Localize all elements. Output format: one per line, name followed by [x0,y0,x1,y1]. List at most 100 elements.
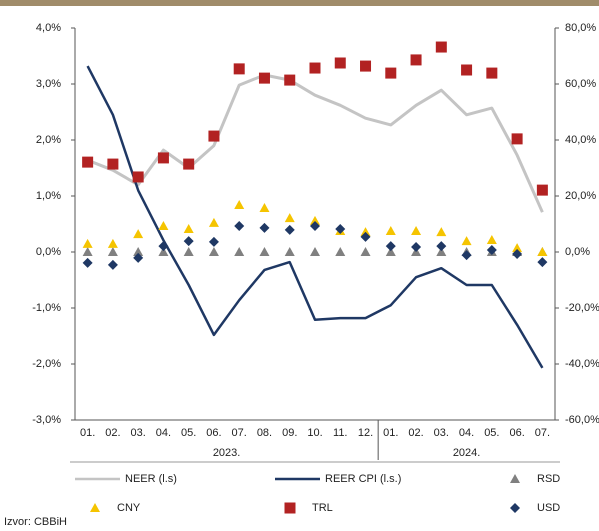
marker-triangle [208,217,219,227]
y2-tick-label: 80,0% [565,22,596,34]
legend-label: CNY [117,502,141,514]
marker-square [132,171,144,183]
marker-square [435,41,447,53]
x-tick-label: 02. [105,427,120,439]
x-tick-label: 10. [307,427,322,439]
marker-triangle [107,247,118,256]
marker-triangle [183,247,194,256]
marker-square [385,67,397,79]
legend-label: REER CPI (l.s.) [325,473,401,485]
marker-diamond [537,257,548,268]
marker-square [107,158,119,170]
marker-diamond [82,257,93,268]
marker-triangle [234,199,245,209]
marker-square [536,184,548,196]
x-tick-label: 06. [206,427,221,439]
marker-diamond [310,220,320,231]
y-tick-label: -1,0% [32,302,61,314]
y2-tick-label: 60,0% [565,78,596,90]
x-group-label: 2024. [453,447,481,459]
line-series [87,73,544,213]
marker-square [157,152,169,164]
x-tick-label: 05. [181,427,196,439]
marker-triangle [436,227,447,237]
y2-tick-label: -60,0% [565,414,599,426]
legend-label: TRL [312,502,333,514]
marker-diamond [183,236,194,247]
y-tick-label: 2,0% [36,134,61,146]
marker-diamond [234,220,245,231]
plot-frame [74,28,556,421]
marker-square [410,54,422,66]
marker-triangle [284,213,295,223]
marker-triangle [158,247,169,256]
legend-label: NEER (l.s) [125,473,177,485]
marker-diamond [486,245,497,256]
y-tick-label: 1,0% [36,190,61,202]
marker-triangle [133,229,144,239]
marker-square [334,57,346,69]
marker-triangle [537,247,548,256]
x-tick-label: 04. [156,427,171,439]
marker-square [461,64,473,76]
marker-diamond [436,241,447,252]
marker-diamond [461,250,472,261]
top-bar [0,0,599,6]
y-tick-label: -3,0% [32,414,61,426]
y-tick-label: -2,0% [32,358,61,370]
marker-diamond [259,222,270,233]
marker-diamond [208,236,219,247]
marker-diamond [133,252,144,263]
y-tick-label: 4,0% [36,22,61,34]
legend-label: RSD [537,473,560,485]
marker-triangle [385,247,396,256]
marker-triangle [461,236,472,246]
x-tick-label: 01. [80,427,95,439]
x-tick-label: 08. [257,427,272,439]
marker-square [309,62,321,74]
marker-diamond [335,224,346,235]
legend-marker [284,502,296,514]
y2-tick-label: -20,0% [565,302,599,314]
marker-triangle [259,203,270,213]
x-group-label: 2023. [213,447,241,459]
marker-triangle [360,247,371,256]
marker-triangle [234,247,245,256]
marker-diamond [284,224,295,235]
x-tick-label: 11. [333,427,347,439]
marker-diamond [385,241,396,252]
y2-tick-label: 20,0% [565,190,596,202]
line-series [86,65,544,369]
marker-triangle [486,234,497,244]
marker-triangle [310,215,320,225]
x-tick-label: 05. [484,427,499,439]
legend-label: USD [537,502,560,514]
y2-tick-label: 0,0% [565,246,590,258]
x-tick-label: 02. [408,427,423,439]
marker-triangle [310,247,320,256]
marker-triangle [360,227,371,237]
marker-triangle [436,247,447,256]
marker-diamond [158,241,169,252]
legend-marker [510,474,520,483]
y2-tick-label: -40,0% [565,358,599,370]
marker-diamond [512,248,523,259]
marker-triangle [183,224,194,234]
marker-triangle [107,238,118,248]
x-tick-label: 04. [459,427,474,439]
marker-square [183,158,195,170]
marker-square [258,72,270,84]
marker-triangle [411,226,422,235]
x-tick-label: 07. [535,427,550,439]
marker-square [360,60,372,72]
legend-marker [90,503,100,512]
marker-triangle [335,247,346,256]
x-tick-label: 01. [383,427,398,439]
y-tick-label: 0,0% [36,246,61,258]
source: Izvor: CBBiH [4,516,67,528]
marker-triangle [158,220,169,230]
marker-diamond [107,259,118,270]
marker-square [208,130,220,142]
x-tick-label: 09. [282,427,297,439]
